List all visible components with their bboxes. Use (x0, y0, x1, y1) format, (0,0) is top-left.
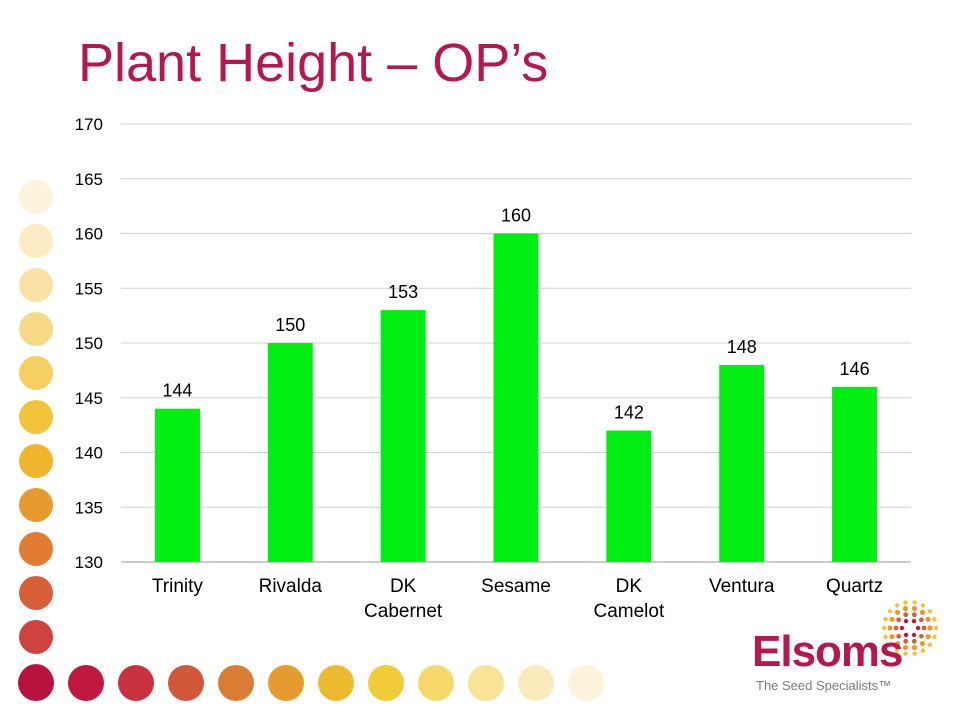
bar (154, 408, 200, 562)
bar (267, 343, 313, 562)
data-label: 144 (162, 381, 192, 401)
x-tick-label: DK Camelot (593, 576, 664, 622)
y-tick-label: 160 (75, 225, 103, 244)
seed-burst-icon (882, 600, 938, 656)
y-tick-label: 150 (75, 334, 103, 353)
data-label: 160 (501, 206, 531, 226)
data-label: 146 (840, 359, 870, 379)
logo-name: Elsoms (752, 627, 904, 676)
logo-tagline: The Seed Specialists™ (756, 678, 892, 693)
data-label: 150 (275, 315, 305, 335)
y-tick-label: 155 (75, 279, 103, 298)
bar (606, 430, 652, 562)
x-tick-label: Rivalda (259, 576, 323, 597)
data-label: 153 (388, 282, 418, 302)
bar (380, 310, 426, 562)
y-tick-label: 170 (75, 115, 103, 134)
y-tick-label: 135 (75, 498, 103, 517)
x-tick-label: DK Cabernet (364, 576, 443, 622)
y-tick-label: 130 (75, 553, 103, 572)
x-tick-label: Ventura (709, 576, 775, 597)
bar (493, 233, 539, 562)
x-tick-label: Quartz (826, 576, 883, 597)
elsoms-logo: Elsoms The Seed Specialists™ (752, 600, 942, 700)
bar (832, 386, 878, 562)
data-label: 142 (614, 403, 644, 423)
x-tick-label: Sesame (481, 576, 551, 597)
y-tick-label: 140 (75, 444, 103, 463)
y-tick-label: 165 (75, 170, 103, 189)
x-tick-label: Trinity (152, 576, 204, 597)
y-tick-label: 145 (75, 389, 103, 408)
page-title: Plant Height – OP’s (78, 33, 549, 93)
data-label: 148 (727, 337, 757, 357)
bar (719, 364, 765, 562)
